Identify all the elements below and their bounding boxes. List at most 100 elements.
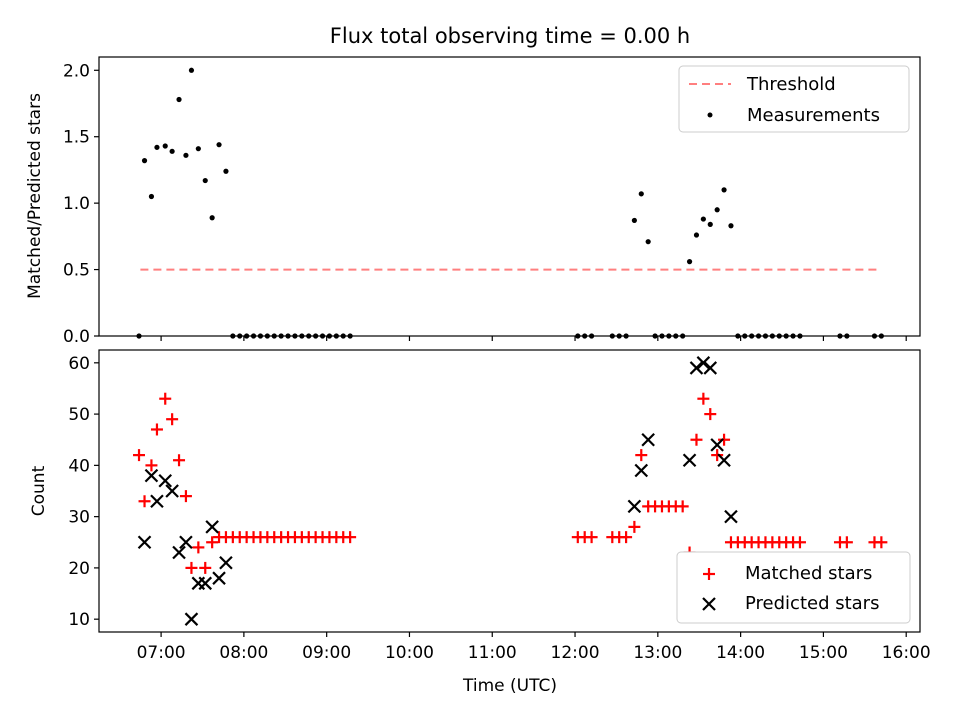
legend-matched-label: Matched stars [745, 563, 872, 584]
matched-star-point [585, 531, 598, 544]
measurement-point [721, 187, 727, 193]
bottom-y-tick-label: 10 [68, 610, 90, 630]
measurement-point [169, 148, 175, 154]
legend-measurements-label: Measurements [747, 105, 880, 126]
matched-star-point [718, 433, 731, 446]
predicted-star-point [703, 361, 718, 375]
legend-predicted-swatch [702, 597, 716, 611]
predicted-star-point [710, 438, 724, 452]
predicted-star-point [682, 453, 697, 468]
bottom-y-tick-label: 60 [68, 354, 90, 374]
bottom-y-tick-label: 30 [68, 508, 90, 528]
measurement-point [728, 223, 734, 229]
chart-title: Flux total observing time = 0.00 h [330, 24, 690, 48]
measurement-point [686, 259, 693, 265]
predicted-star-point [205, 520, 219, 534]
measurement-point [216, 142, 222, 148]
bottom-x-tick-label: 12:00 [551, 643, 600, 663]
top-plot-frame [98, 56, 921, 337]
measurement-point [707, 221, 713, 227]
matched-star-point [138, 495, 151, 508]
predicted-star-point [641, 432, 655, 447]
matched-star-point [344, 531, 357, 544]
predicted-star-point [212, 571, 226, 585]
bottom-x-tick-label: 10:00 [385, 643, 434, 663]
top-y-tick-label: 1.0 [63, 194, 90, 214]
top-y-tick-label: 1.5 [63, 128, 90, 148]
top-y-tick-label: 0.0 [63, 327, 90, 347]
matched-star-point [875, 536, 888, 549]
predicted-star-point [158, 473, 173, 488]
bottom-x-tick-label: 09:00 [302, 643, 351, 663]
bottom-x-tick-label: 11:00 [468, 643, 517, 663]
measurement-point [693, 232, 700, 238]
measurement-point [162, 143, 168, 149]
matched-star-point [133, 449, 146, 462]
matched-star-point [206, 536, 219, 549]
predicted-stars-series [137, 356, 738, 626]
top-panel: 0.00.51.01.52.0 Matched/Predicted stars … [25, 56, 921, 347]
measurement-point [223, 168, 229, 174]
matched-star-point [690, 433, 703, 446]
legend-predicted-label: Predicted stars [745, 593, 879, 614]
matched-star-point [185, 561, 198, 574]
bottom-x-tick-label: 15:00 [799, 643, 848, 663]
predicted-star-point [165, 484, 179, 498]
top-y-tick-label: 0.5 [63, 261, 90, 281]
matched-star-point [159, 392, 172, 405]
predicted-star-point [184, 612, 199, 626]
predicted-star-point [179, 535, 193, 550]
matched-star-point [704, 408, 717, 421]
bottom-x-tick-label: 08:00 [219, 643, 268, 663]
bottom-x-axis: 07:00 08:00 09:00 10:00 11:00 12:00 13:00 14:00… [137, 632, 931, 663]
measurement-point [202, 177, 208, 184]
bottom-x-tick-label: 16:00 [882, 643, 931, 663]
legend-measurements-swatch [707, 112, 713, 118]
matched-star-point [145, 459, 158, 472]
matched-star-point [173, 454, 186, 467]
bottom-y-tick-label: 20 [68, 559, 90, 579]
bottom-x-tick-label: 07:00 [137, 643, 186, 663]
bottom-legend-box [676, 551, 911, 624]
bottom-y-tick-label: 50 [68, 405, 90, 425]
measurement-point [645, 239, 651, 245]
top-y-tick-label: 2.0 [63, 61, 90, 81]
predicted-star-point [634, 463, 649, 478]
legend-threshold-label: Threshold [746, 74, 836, 95]
predicted-star-point [150, 494, 164, 509]
predicted-star-point [689, 361, 704, 375]
predicted-star-point [137, 535, 152, 550]
matched-star-point [635, 449, 648, 462]
legend-matched-swatch [703, 568, 715, 580]
bottom-legend: Matched stars Predicted stars [676, 551, 911, 624]
matched-stars-series [133, 392, 888, 574]
measurement-point [148, 193, 155, 200]
measurement-point [183, 152, 189, 158]
bottom-x-tick-label: 14:00 [716, 643, 765, 663]
predicted-star-point [696, 356, 711, 370]
top-y-axis: 0.0 0.5 1.0 1.5 2.0 [63, 61, 99, 347]
bottom-x-tick-label: 13:00 [633, 643, 682, 663]
matched-star-point [697, 392, 710, 405]
bottom-y-axis-label: Count [29, 465, 49, 516]
measurement-point [700, 216, 706, 222]
matched-star-point [150, 423, 163, 436]
measurement-point [714, 207, 720, 213]
measurement-point [188, 67, 195, 73]
matched-star-point [620, 531, 633, 544]
bottom-panel: 10 20 30 40 50 60 07:00 08:00 09:00 10:00 11:00 12… [29, 349, 931, 696]
measurement-point [176, 96, 182, 103]
bottom-x-axis-label: Time (UTC) [462, 676, 557, 696]
predicted-star-point [627, 499, 642, 514]
measurement-point [141, 158, 148, 164]
matched-star-point [711, 449, 724, 462]
matched-star-point [192, 541, 205, 554]
matched-star-point [166, 413, 179, 426]
measurement-point [631, 217, 637, 224]
matched-star-point [676, 500, 689, 513]
top-y-axis-label: Matched/Predicted stars [25, 93, 45, 299]
predicted-star-point [144, 468, 159, 483]
measurement-point [638, 191, 644, 197]
matched-star-point [199, 561, 212, 574]
